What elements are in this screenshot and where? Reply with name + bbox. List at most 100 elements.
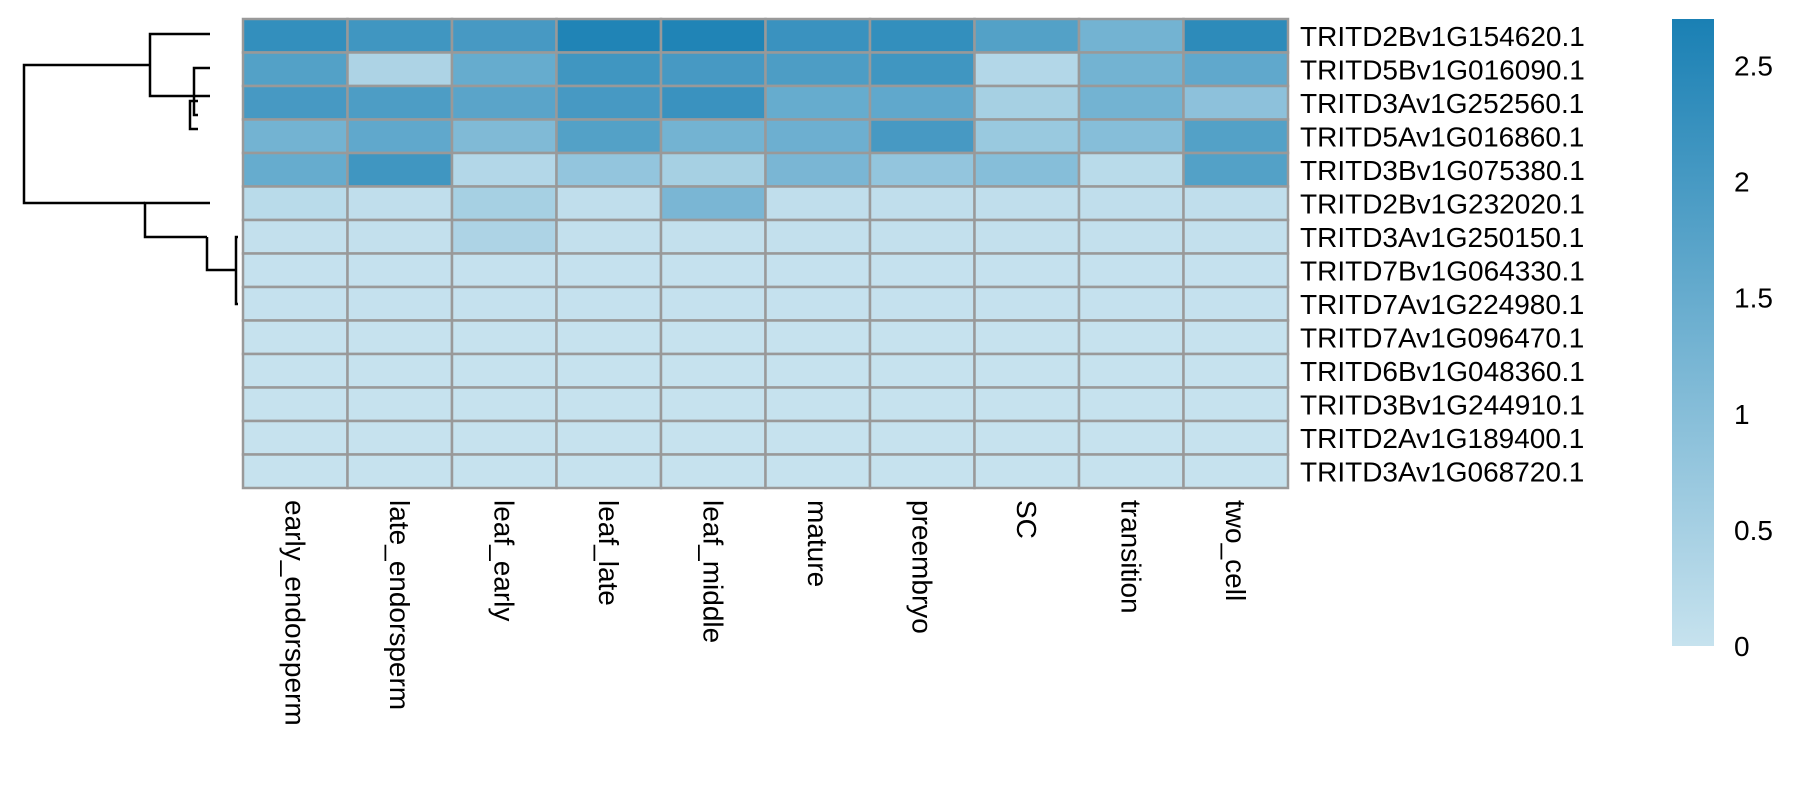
legend-tick-label: 1 — [1734, 399, 1750, 430]
heatmap-cell — [1077, 285, 1185, 322]
heatmap-cell — [1077, 352, 1185, 389]
column-label: leaf_early — [488, 500, 519, 621]
heatmap-cell — [868, 218, 976, 255]
heatmap-cell — [659, 419, 767, 456]
heatmap-cell — [1182, 118, 1290, 155]
heatmap-cell — [555, 352, 663, 389]
dendrogram-branch — [143, 201, 210, 239]
row-label: TRITD3Av1G252560.1 — [1300, 88, 1584, 119]
heatmap-cell — [764, 285, 872, 322]
heatmap-cell — [868, 252, 976, 289]
heatmap-cell — [764, 185, 872, 222]
heatmap-cell — [973, 386, 1081, 423]
heatmap-cell — [973, 51, 1081, 88]
row-label: TRITD5Bv1G016090.1 — [1300, 54, 1585, 85]
heatmap-cell — [659, 386, 767, 423]
heatmap-cell — [659, 185, 767, 222]
heatmap-cell — [450, 51, 558, 88]
heatmap-cell — [241, 319, 349, 356]
heatmap-cell — [1182, 285, 1290, 322]
heatmap-cell — [1182, 352, 1290, 389]
row-label: TRITD7Av1G224980.1 — [1300, 289, 1584, 320]
heatmap-cell — [764, 453, 872, 490]
row-label: TRITD6Bv1G048360.1 — [1300, 356, 1585, 387]
heatmap-cell — [868, 185, 976, 222]
heatmap-cell — [764, 352, 872, 389]
heatmap-cell — [241, 84, 349, 121]
heatmap-cell — [555, 218, 663, 255]
heatmap-cell — [555, 185, 663, 222]
heatmap-cell — [241, 419, 349, 456]
row-label: TRITD3Av1G068720.1 — [1300, 456, 1584, 487]
heatmap-cell — [1182, 386, 1290, 423]
heatmap-cell — [659, 352, 767, 389]
heatmap-cell — [764, 118, 872, 155]
dendrogram-branch — [205, 237, 236, 272]
dendrogram-branch — [148, 32, 210, 98]
heatmap-cell — [659, 51, 767, 88]
heatmap-cell — [659, 218, 767, 255]
column-labels: early_endorsperm late_endorsperm leaf_earl… — [279, 500, 1251, 726]
heatmap-cell — [868, 118, 976, 155]
heatmap-cell — [973, 185, 1081, 222]
heatmap-cell — [555, 419, 663, 456]
heatmap-cell — [555, 118, 663, 155]
row-label: TRITD3Bv1G075380.1 — [1300, 155, 1585, 186]
heatmap-cell — [555, 453, 663, 490]
heatmap-cell — [450, 252, 558, 289]
heatmap-cell — [555, 84, 663, 121]
column-label: early_endorsperm — [279, 500, 310, 726]
heatmap-cell — [346, 84, 454, 121]
column-label: leaf_middle — [697, 500, 728, 643]
row-dendrogram — [22, 32, 238, 306]
heatmap-cell — [1077, 252, 1185, 289]
heatmap-cell — [241, 386, 349, 423]
heatmap-cell — [346, 51, 454, 88]
heatmap-cell — [346, 252, 454, 289]
heatmap-cell — [555, 51, 663, 88]
heatmap-cell — [659, 319, 767, 356]
heatmap-cell — [1182, 84, 1290, 121]
heatmap-cell — [764, 252, 872, 289]
column-label: two_cell — [1220, 500, 1251, 601]
heatmap-cell — [241, 51, 349, 88]
heatmap-cell — [659, 252, 767, 289]
heatmap-cell — [1077, 84, 1185, 121]
heatmap-cell — [1182, 17, 1290, 54]
heatmap-cell — [1182, 419, 1290, 456]
row-label: TRITD2Av1G189400.1 — [1300, 423, 1584, 454]
heatmap-cell — [346, 453, 454, 490]
row-label: TRITD3Av1G250150.1 — [1300, 222, 1584, 253]
heatmap-cell — [868, 386, 976, 423]
heatmap-cell — [241, 118, 349, 155]
heatmap-cell — [346, 185, 454, 222]
heatmap-cell — [450, 185, 558, 222]
heatmap-cell — [764, 386, 872, 423]
heatmap-cell — [555, 17, 663, 54]
legend-color-bar — [1672, 19, 1714, 646]
heatmap-cell — [973, 17, 1081, 54]
heatmap-cell — [764, 51, 872, 88]
heatmap-cell — [241, 285, 349, 322]
color-legend: 0 0.5 1 1.5 2 2.5 — [1672, 19, 1773, 662]
column-label: preembryo — [906, 500, 937, 634]
row-labels: TRITD2Bv1G154620.1TRITD5Bv1G016090.1TRIT… — [1300, 21, 1585, 488]
heatmap-cell — [868, 17, 976, 54]
legend-tick-label: 1.5 — [1734, 283, 1773, 314]
heatmap-cell — [868, 419, 976, 456]
heatmap-cell — [450, 151, 558, 188]
heatmap-cell — [764, 319, 872, 356]
legend-tick-label: 0.5 — [1734, 515, 1773, 546]
heatmap-cells — [241, 17, 1290, 490]
heatmap-cell — [1077, 118, 1185, 155]
row-label: TRITD5Av1G016860.1 — [1300, 121, 1584, 152]
heatmap-cell — [450, 285, 558, 322]
heatmap-cell — [973, 218, 1081, 255]
heatmap-cell — [1182, 218, 1290, 255]
heatmap-cell — [973, 84, 1081, 121]
heatmap-cell — [1077, 453, 1185, 490]
heatmap-cell — [1077, 218, 1185, 255]
heatmap-cell — [450, 453, 558, 490]
heatmap-cell — [868, 352, 976, 389]
heatmap-cell — [868, 151, 976, 188]
